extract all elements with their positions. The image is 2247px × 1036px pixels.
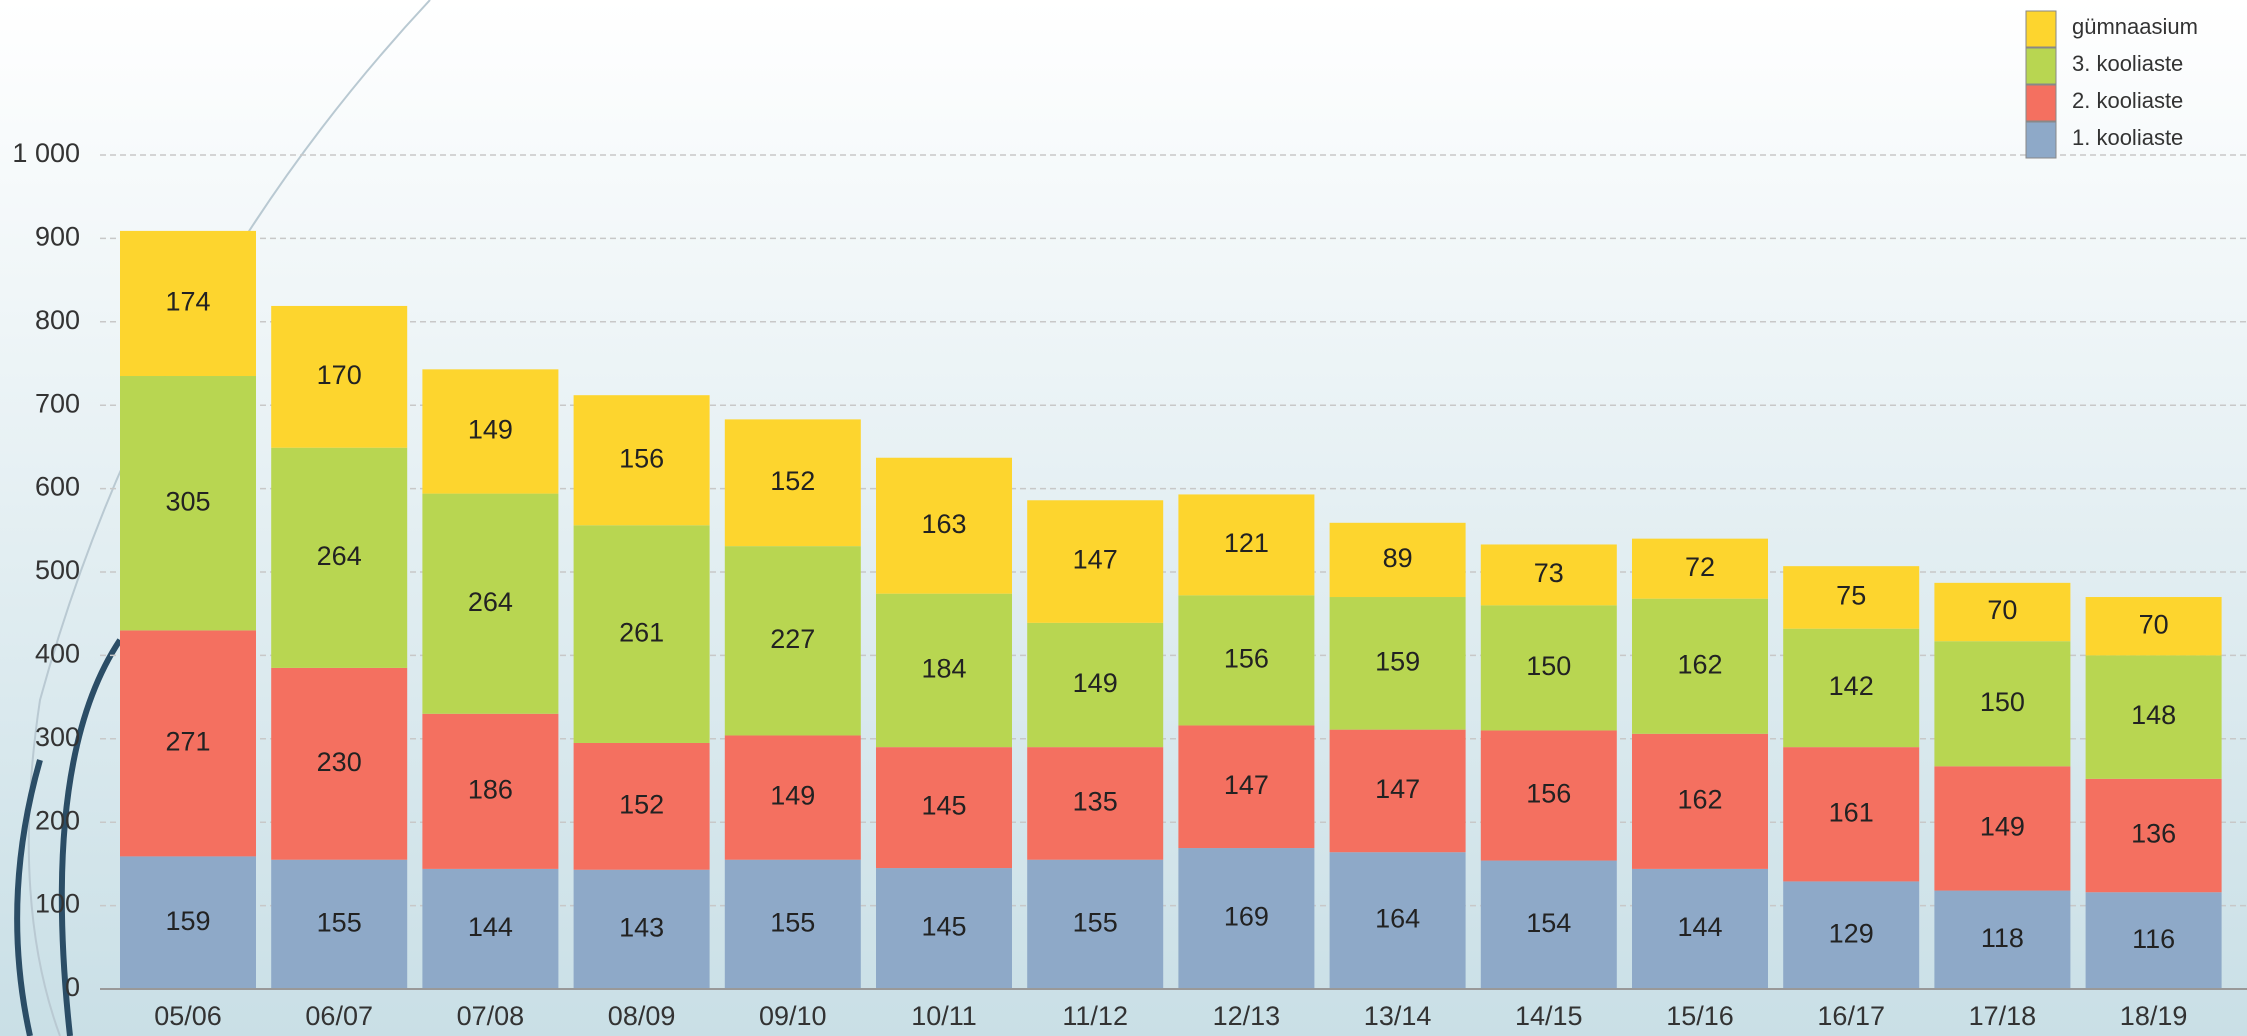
value-label: 129 — [1829, 918, 1874, 948]
value-label: 144 — [468, 912, 513, 942]
value-label: 147 — [1375, 774, 1420, 804]
value-label: 156 — [1224, 644, 1269, 674]
value-label: 136 — [2131, 819, 2176, 849]
x-tick-label: 13/14 — [1364, 1001, 1432, 1031]
x-tick-label: 05/06 — [154, 1001, 222, 1031]
value-label: 150 — [1980, 687, 2025, 717]
value-label: 155 — [317, 907, 362, 937]
x-tick-label: 16/17 — [1817, 1001, 1885, 1031]
y-tick-label: 900 — [35, 222, 80, 252]
legend-label: 1. kooliaste — [2072, 125, 2183, 150]
value-label: 147 — [1073, 545, 1118, 575]
value-label: 184 — [921, 654, 966, 684]
x-tick-label: 08/09 — [608, 1001, 676, 1031]
x-tick-label: 15/16 — [1666, 1001, 1734, 1031]
y-tick-label: 600 — [35, 472, 80, 502]
x-tick-label: 17/18 — [1969, 1001, 2037, 1031]
value-label: 174 — [165, 287, 210, 317]
legend-label: 2. kooliaste — [2072, 88, 2183, 113]
y-tick-label: 1 000 — [12, 138, 80, 168]
value-label: 72 — [1685, 552, 1715, 582]
y-tick-label: 400 — [35, 639, 80, 669]
value-label: 147 — [1224, 770, 1269, 800]
legend-swatch — [2026, 122, 2056, 158]
value-label: 154 — [1526, 908, 1571, 938]
x-tick-label: 18/19 — [2120, 1001, 2188, 1031]
legend-swatch — [2026, 85, 2056, 121]
value-label: 143 — [619, 912, 664, 942]
page: {"chart_data": {"type": "stacked-bar", "… — [0, 0, 2247, 1036]
y-tick-label: 800 — [35, 305, 80, 335]
value-label: 155 — [770, 907, 815, 937]
value-label: 261 — [619, 617, 664, 647]
value-label: 156 — [619, 443, 664, 473]
y-tick-label: 100 — [35, 889, 80, 919]
value-label: 264 — [317, 541, 362, 571]
value-label: 145 — [921, 912, 966, 942]
value-label: 161 — [1829, 797, 1874, 827]
value-label: 89 — [1383, 543, 1413, 573]
value-label: 227 — [770, 624, 815, 654]
value-label: 271 — [165, 727, 210, 757]
legend-label: 3. kooliaste — [2072, 51, 2183, 76]
value-label: 70 — [1987, 595, 2017, 625]
value-label: 149 — [770, 781, 815, 811]
value-label: 162 — [1677, 784, 1722, 814]
value-label: 118 — [1981, 923, 2024, 953]
value-label: 149 — [1980, 812, 2025, 842]
value-label: 163 — [921, 509, 966, 539]
value-label: 142 — [1829, 671, 1874, 701]
x-tick-label: 14/15 — [1515, 1001, 1583, 1031]
value-label: 152 — [770, 466, 815, 496]
value-label: 121 — [1224, 528, 1269, 558]
x-tick-label: 10/11 — [911, 1001, 977, 1031]
value-label: 145 — [921, 791, 966, 821]
value-label: 135 — [1073, 787, 1118, 817]
value-label: 149 — [1073, 668, 1118, 698]
value-label: 149 — [468, 415, 513, 445]
value-label: 264 — [468, 587, 513, 617]
value-label: 116 — [2132, 924, 2175, 954]
legend-swatch — [2026, 11, 2056, 47]
value-label: 164 — [1375, 904, 1420, 934]
legend-label: gümnaasium — [2072, 14, 2198, 39]
value-label: 70 — [2139, 609, 2169, 639]
y-tick-label: 200 — [35, 805, 80, 835]
y-tick-label: 500 — [35, 555, 80, 585]
y-tick-label: 0 — [65, 972, 80, 1002]
value-label: 150 — [1526, 651, 1571, 681]
value-label: 148 — [2131, 700, 2176, 730]
y-tick-label: 300 — [35, 722, 80, 752]
y-tick-label: 700 — [35, 388, 80, 418]
value-label: 156 — [1526, 779, 1571, 809]
value-label: 152 — [619, 789, 664, 819]
value-label: 75 — [1836, 581, 1866, 611]
x-tick-label: 09/10 — [759, 1001, 827, 1031]
chart: 0 100 200 300 400 500 600 700 800 900 1 000 159 271 3… — [0, 0, 2247, 1036]
value-label: 186 — [468, 774, 513, 804]
legend-swatch — [2026, 48, 2056, 84]
value-label: 144 — [1677, 912, 1722, 942]
x-tick-label: 06/07 — [305, 1001, 373, 1031]
x-tick-label: 07/08 — [457, 1001, 525, 1031]
value-label: 159 — [1375, 646, 1420, 676]
value-label: 162 — [1677, 649, 1722, 679]
value-label: 170 — [317, 360, 362, 390]
value-label: 159 — [165, 906, 210, 936]
x-tick-label: 11/12 — [1062, 1001, 1128, 1031]
value-label: 305 — [165, 486, 210, 516]
value-label: 155 — [1073, 907, 1118, 937]
value-label: 73 — [1534, 558, 1564, 588]
value-label: 230 — [317, 747, 362, 777]
x-tick-label: 12/13 — [1213, 1001, 1281, 1031]
value-label: 169 — [1224, 902, 1269, 932]
